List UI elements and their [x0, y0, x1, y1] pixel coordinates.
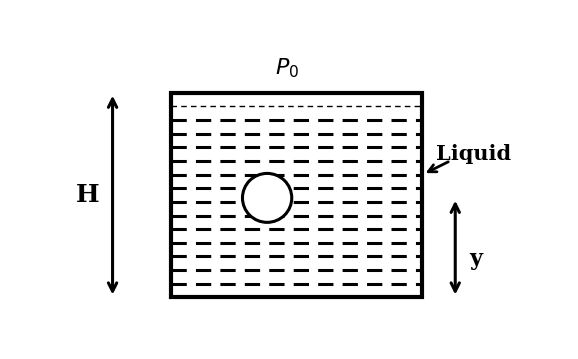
Text: Liquid: Liquid — [436, 144, 511, 164]
Ellipse shape — [243, 173, 292, 222]
Text: H: H — [76, 183, 100, 207]
Text: y: y — [469, 248, 482, 270]
Text: $P_0$: $P_0$ — [275, 56, 299, 80]
